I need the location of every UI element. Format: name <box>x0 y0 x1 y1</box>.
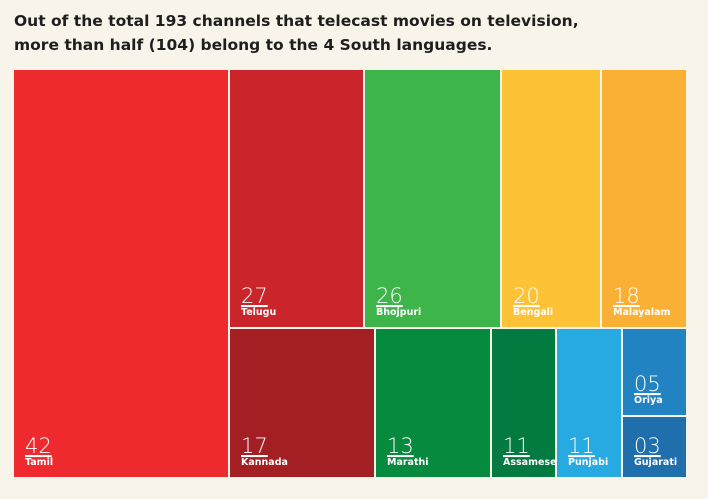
value-label: 11 <box>568 434 595 458</box>
category-label: Assamese <box>503 457 557 468</box>
category-label: Telugu <box>241 307 276 318</box>
tile <box>230 70 363 327</box>
value-label: 26 <box>376 284 403 308</box>
value-label: 17 <box>241 434 268 458</box>
category-label: Tamil <box>25 457 53 468</box>
value-label: 18 <box>613 284 640 308</box>
category-label: Malayalam <box>613 307 671 318</box>
value-label: 20 <box>513 284 540 308</box>
category-label: Kannada <box>241 457 288 468</box>
tile <box>14 70 228 477</box>
tile <box>623 417 686 477</box>
tile <box>602 70 686 327</box>
tile <box>623 329 686 415</box>
tile <box>376 329 490 477</box>
value-label: 42 <box>25 434 52 458</box>
value-label: 03 <box>634 434 661 458</box>
value-label: 27 <box>241 284 268 308</box>
category-label: Gujarati <box>634 457 677 468</box>
category-label: Oriya <box>634 395 663 406</box>
category-label: Punjabi <box>568 457 608 468</box>
tile <box>502 70 600 327</box>
chart-title: more than half (104) belong to the 4 Sou… <box>14 36 492 54</box>
tile <box>492 329 555 477</box>
chart-title: Out of the total 193 channels that telec… <box>14 12 579 30</box>
value-label: 13 <box>387 434 414 458</box>
value-label: 11 <box>503 434 530 458</box>
category-label: Bhojpuri <box>376 307 421 318</box>
tile <box>230 329 374 477</box>
category-label: Bengali <box>513 307 553 318</box>
tile <box>557 329 621 477</box>
category-label: Marathi <box>387 457 429 468</box>
value-label: 05 <box>634 372 661 396</box>
tile <box>365 70 500 327</box>
